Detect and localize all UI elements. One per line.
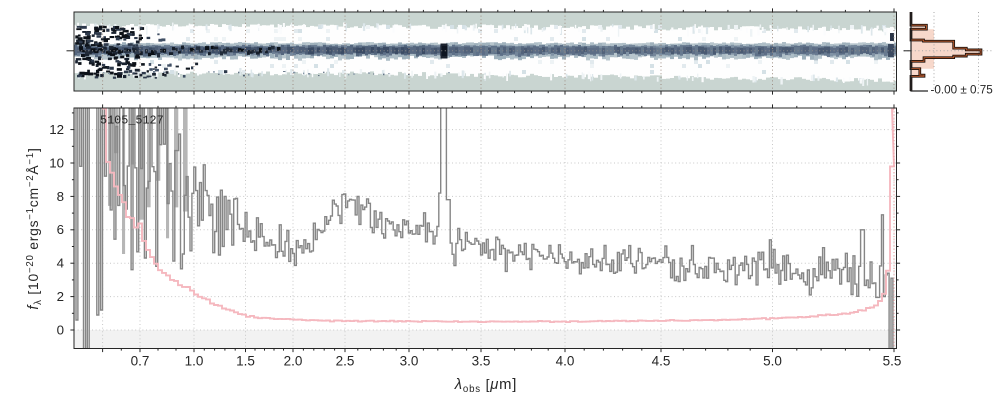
- svg-text:4.0: 4.0: [556, 353, 575, 368]
- svg-text:6: 6: [57, 222, 64, 237]
- svg-text:1.0: 1.0: [185, 353, 204, 368]
- svg-text:λobs [μm]: λobs [μm]: [454, 376, 517, 395]
- svg-text:-0.00 ± 0.75: -0.00 ± 0.75: [931, 84, 994, 97]
- svg-text:4: 4: [57, 256, 64, 271]
- svg-text:2: 2: [57, 289, 64, 304]
- svg-text:8: 8: [57, 189, 64, 204]
- svg-text:3.5: 3.5: [472, 353, 491, 368]
- svg-text:fλ [10−20 ergs−1cm−2Å−1]: fλ [10−20 ergs−1cm−2Å−1]: [25, 147, 44, 309]
- svg-text:12: 12: [49, 122, 64, 137]
- svg-text:2.5: 2.5: [336, 353, 355, 368]
- svg-text:1.5: 1.5: [236, 353, 255, 368]
- svg-text:5105_5127: 5105_5127: [100, 114, 164, 128]
- svg-text:0.7: 0.7: [131, 353, 150, 368]
- svg-text:10: 10: [49, 155, 64, 170]
- svg-text:2.0: 2.0: [284, 353, 303, 368]
- svg-text:4.5: 4.5: [652, 353, 671, 368]
- svg-text:5.0: 5.0: [763, 353, 782, 368]
- svg-text:3.0: 3.0: [400, 353, 419, 368]
- svg-text:5.5: 5.5: [883, 353, 902, 368]
- svg-text:0: 0: [57, 322, 64, 337]
